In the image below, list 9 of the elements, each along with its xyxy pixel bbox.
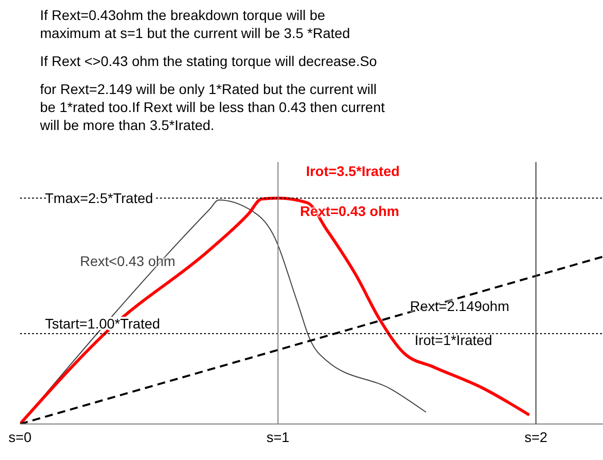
- annotation: Irot=1*Irated: [414, 332, 492, 348]
- x-tick-label: s=1: [266, 428, 290, 445]
- text: If Rext=0.43ohm the breakdown torque will be maximum at s=1 but the current will be 3.5 *Rated: [40, 7, 350, 41]
- annotation: Irot=3.5*Irated: [306, 163, 400, 180]
- x-tick-label: s=0: [8, 428, 32, 445]
- text: If Rext <>0.43 ohm the stating torque will decrease.So: [40, 53, 377, 69]
- x-tick-label: s=2: [524, 428, 548, 445]
- text: for Rext=2.149 will be only 1*Rated but the current will be 1*rated too.If Rext will be less than 0.43 then current will be more than 3.5*Irated.: [40, 81, 385, 133]
- ref-line-label: Tmax=2.5*Trated: [45, 190, 154, 206]
